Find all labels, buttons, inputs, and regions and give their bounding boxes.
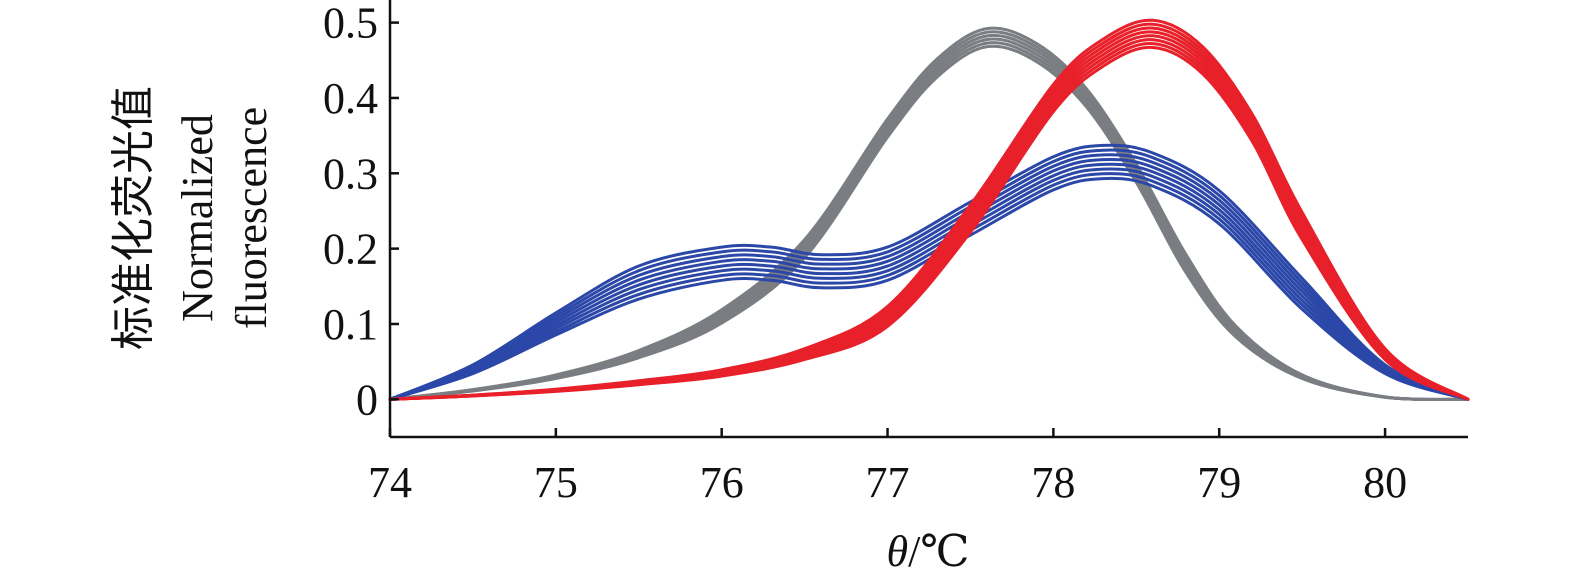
- axes-layer: [388, 0, 1468, 439]
- y-tick-label: 0.4: [323, 74, 378, 123]
- series-3-curve: [388, 18, 1470, 401]
- x-tick-label: 79: [1197, 458, 1241, 507]
- series-2-curve: [388, 153, 1470, 401]
- y-tick-label: 0.1: [323, 300, 378, 349]
- series-2-curve: [388, 143, 1470, 401]
- x-tick-label: 76: [700, 458, 744, 507]
- y-tick-label: 0.3: [323, 149, 378, 198]
- y-tick-label: 0.5: [323, 0, 378, 48]
- x-axis-label: θ/℃: [886, 527, 969, 576]
- x-tick-label: 77: [866, 458, 910, 507]
- x-tick-label: 80: [1363, 458, 1407, 507]
- x-tick-label: 75: [534, 458, 578, 507]
- x-axis-symbol: θ: [886, 527, 908, 576]
- x-ticks: 74 75 76 77 78 79 80: [368, 428, 1407, 507]
- y-tick-label: 0: [356, 375, 378, 424]
- series-1-curve: [388, 26, 1470, 401]
- x-axis-unit: /℃: [908, 527, 969, 576]
- series-2-curve: [388, 148, 1470, 401]
- y-axis-label-cn: 标准化荧光值: [109, 86, 158, 350]
- series-2-curve: [388, 162, 1470, 401]
- y-axis-label-en-line2: fluorescence: [227, 107, 276, 329]
- curves-layer: [388, 18, 1470, 401]
- series-2-curve: [388, 167, 1470, 401]
- y-tick-label: 0.2: [323, 225, 378, 274]
- y-ticks: 0 0.1 0.2 0.3 0.4 0.5: [323, 0, 399, 424]
- y-axis-label-en-line1: Normalized: [173, 114, 222, 322]
- x-tick-label: 78: [1031, 458, 1075, 507]
- series-2-curve: [388, 157, 1470, 401]
- x-tick-label: 74: [368, 458, 412, 507]
